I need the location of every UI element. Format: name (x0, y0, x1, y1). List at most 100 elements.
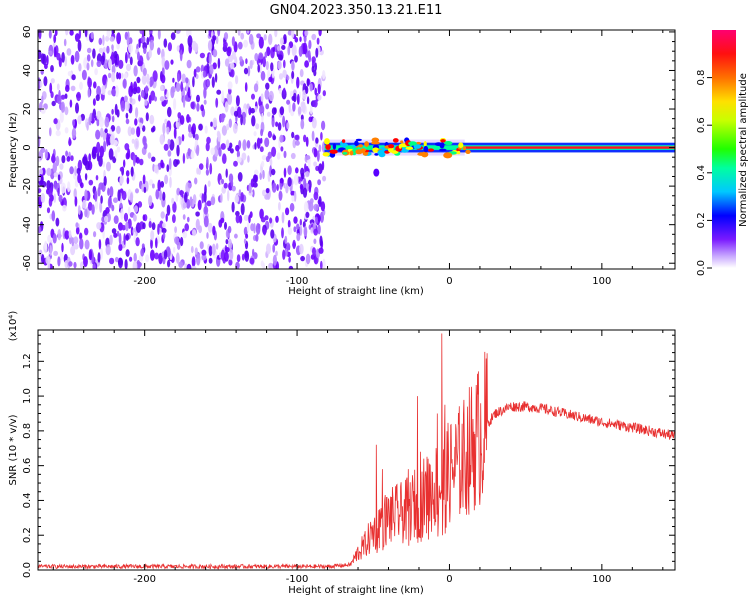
noise-speck (265, 60, 269, 71)
noise-speck (270, 229, 275, 239)
noise-speck (205, 142, 210, 152)
noise-speck (288, 256, 291, 263)
noise-speck (74, 196, 78, 207)
noise-speck (285, 207, 290, 216)
noise-speck (182, 202, 187, 209)
x-tick-label: -200 (133, 276, 156, 287)
noise-speck (98, 47, 104, 54)
noise-speck (187, 87, 191, 99)
noise-speck (84, 30, 88, 38)
noise-speck (262, 169, 265, 180)
noise-speck (187, 182, 192, 188)
noise-speck (202, 70, 207, 78)
noise-speck (286, 75, 290, 81)
noise-speck (116, 32, 121, 45)
noise-speck (74, 33, 80, 42)
noise-speck (124, 143, 130, 151)
noise-speck (148, 179, 154, 186)
y-tick-label: -60 (22, 255, 33, 271)
noise-speck (146, 37, 150, 46)
noise-speck (303, 177, 307, 190)
noise-speck (297, 106, 302, 115)
noise-speck (91, 112, 95, 125)
noise-speck (53, 171, 59, 178)
signal-blob (440, 139, 446, 143)
noise-speck (165, 213, 168, 222)
noise-speck (285, 242, 291, 251)
noise-speck (116, 71, 119, 80)
noise-speck (271, 68, 275, 79)
noise-speck (100, 195, 103, 204)
noise-speck (120, 208, 124, 220)
noise-speck (191, 40, 197, 51)
noise-speck (38, 249, 43, 256)
noise-speck (232, 122, 238, 134)
noise-speck (268, 76, 273, 83)
noise-speck (182, 214, 186, 220)
noise-speck (64, 106, 69, 116)
noise-speck (291, 70, 295, 80)
noise-speck (279, 106, 285, 116)
noise-speck (199, 241, 204, 250)
noise-speck (201, 249, 207, 256)
noise-speck (124, 259, 128, 269)
noise-speck (227, 225, 232, 234)
noise-speck (186, 59, 192, 69)
noise-speck (263, 227, 267, 236)
noise-speck (99, 145, 105, 158)
noise-speck (264, 89, 270, 100)
noise-speck (237, 30, 241, 36)
noise-speck (225, 168, 228, 178)
noise-speck (227, 189, 230, 202)
signal-blob (324, 138, 330, 145)
noise-speck (118, 59, 124, 69)
noise-speck (212, 225, 216, 236)
noise-speck (292, 102, 296, 112)
noise-speck (47, 234, 51, 243)
noise-speck (243, 226, 248, 236)
noise-speck (73, 188, 77, 199)
noise-speck (76, 167, 81, 175)
noise-speck (189, 196, 193, 207)
noise-speck (252, 174, 258, 183)
noise-speck (164, 60, 170, 70)
noise-speck (283, 150, 287, 159)
noise-speck (259, 172, 263, 181)
noise-speck (48, 30, 52, 39)
noise-speck (123, 159, 126, 168)
noise-speck (168, 158, 172, 170)
noise-speck (170, 32, 176, 40)
noise-speck (231, 185, 236, 192)
noise-speck (159, 189, 162, 201)
noise-speck (268, 90, 274, 102)
noise-speck (221, 90, 225, 102)
noise-speck (109, 186, 114, 198)
noise-speck (300, 255, 305, 262)
noise-speck (118, 257, 123, 269)
noise-speck (286, 122, 290, 130)
noise-speck (229, 142, 233, 149)
noise-speck (149, 30, 153, 34)
noise-speck (121, 224, 126, 231)
noise-speck (177, 112, 182, 119)
noise-speck (254, 53, 259, 62)
noise-speck (253, 223, 256, 234)
noise-speck (226, 93, 230, 100)
noise-speck (152, 183, 155, 189)
noise-speck (320, 260, 323, 269)
noise-speck (204, 201, 207, 214)
noise-speck (86, 121, 89, 131)
signal-blob (378, 152, 386, 158)
noise-speck (308, 116, 313, 123)
x-tick-label: 100 (592, 574, 611, 585)
noise-speck (287, 219, 291, 228)
noise-speck (313, 191, 319, 201)
noise-speck (111, 204, 115, 212)
noise-speck (246, 103, 250, 109)
noise-speck (142, 222, 146, 230)
noise-speck (245, 58, 248, 65)
noise-speck (77, 115, 82, 125)
noise-speck (103, 59, 109, 70)
noise-speck (315, 216, 318, 224)
